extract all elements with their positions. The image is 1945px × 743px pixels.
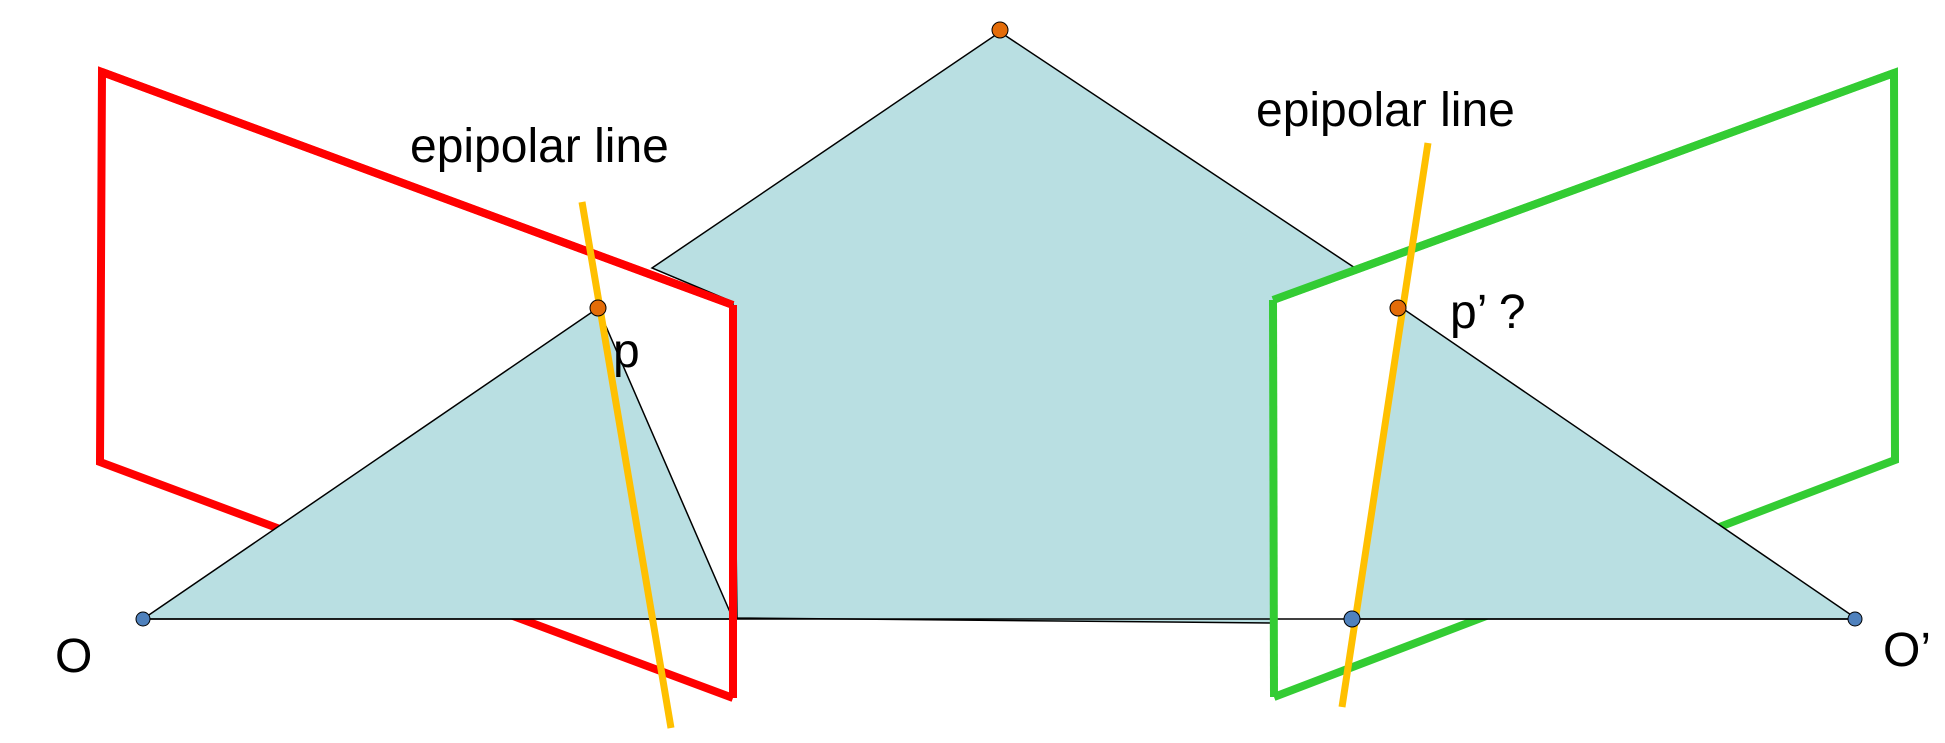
- point-label-p: p: [613, 325, 640, 378]
- image-point-p-prime-marker: [1389, 299, 1407, 317]
- camera-center-right-marker: [1847, 611, 1863, 627]
- camera-center-left-marker: [135, 611, 151, 627]
- right-image-plane-top-edge: [1271, 69, 1896, 304]
- epipolar-plane-right-triangle: [1352, 306, 1860, 620]
- scene-point-marker: [991, 21, 1009, 39]
- epipolar-line-label-right: epipolar line: [1256, 84, 1515, 137]
- right-plane-baseline-marker: [1343, 610, 1361, 628]
- right-image-plane-front-edge: [1269, 299, 1278, 698]
- camera-center-label-right: O’: [1883, 624, 1931, 677]
- camera-center-label-left: O: [55, 630, 92, 683]
- point-label-p-prime: p’ ?: [1450, 286, 1526, 339]
- epipolar-plane-center-region: [650, 31, 1357, 624]
- left-epipolar-line: [578, 201, 675, 729]
- left-image-plane-top-edge: [100, 68, 735, 309]
- epipolar-line-label-left: epipolar line: [410, 120, 669, 173]
- image-point-p-marker: [589, 299, 607, 317]
